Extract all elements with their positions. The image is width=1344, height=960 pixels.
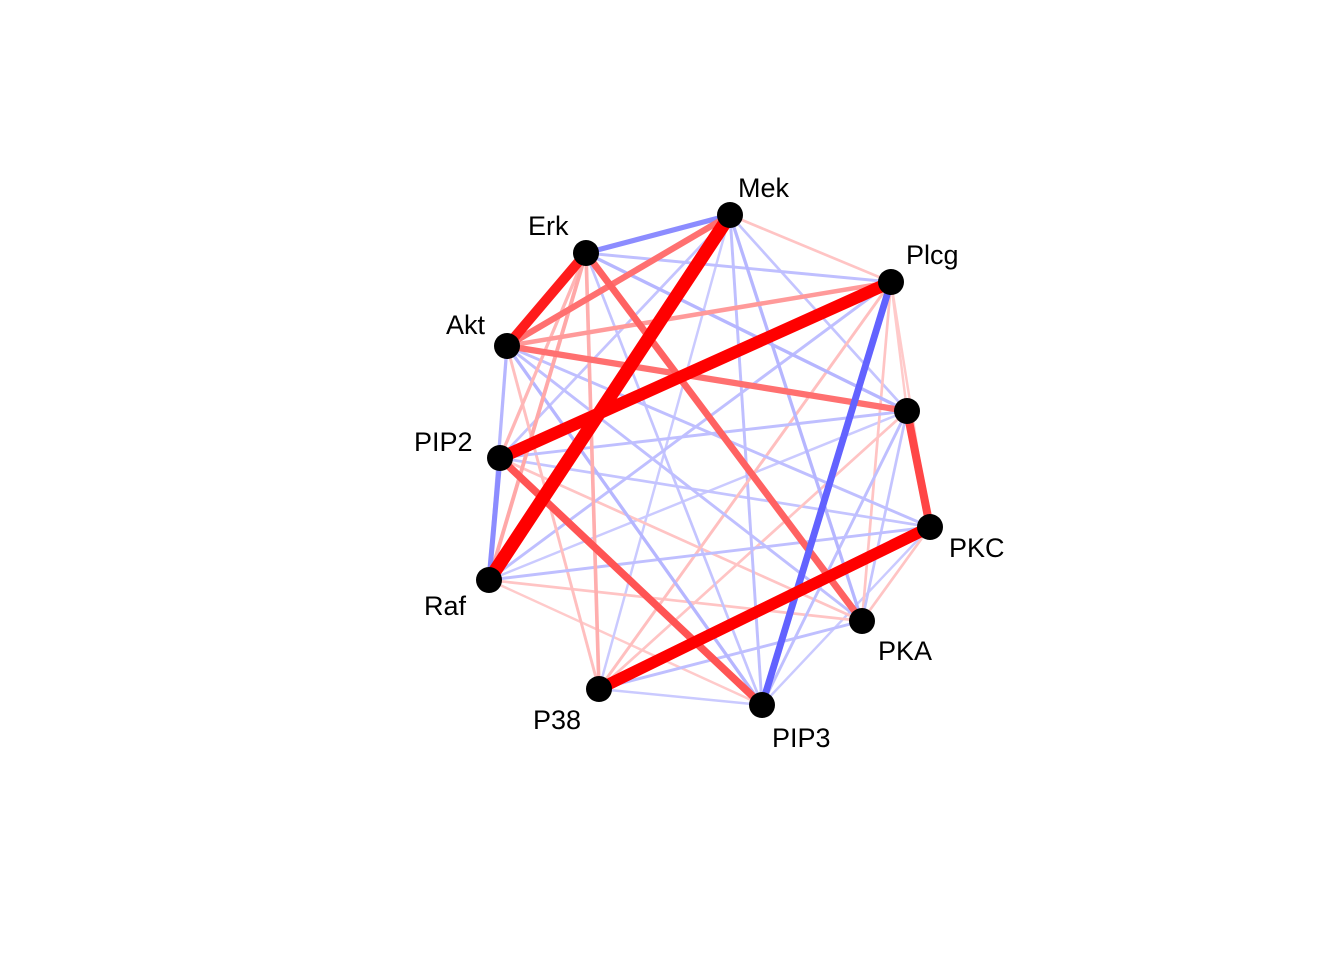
node-label-pip2: PIP2 bbox=[414, 427, 473, 457]
edge-plcg-p38 bbox=[597, 281, 893, 690]
node-erk bbox=[573, 240, 599, 266]
node-pip2 bbox=[487, 445, 513, 471]
edge-raf-erk bbox=[487, 252, 588, 581]
edge-raf-pip3 bbox=[488, 578, 763, 707]
edge-raf-pip2 bbox=[486, 457, 503, 581]
node-p38 bbox=[586, 676, 612, 702]
node-raf bbox=[476, 567, 502, 593]
edge-akt-plcg bbox=[506, 279, 892, 349]
node-label-akt: Akt bbox=[446, 310, 486, 340]
edge-p38-erk bbox=[584, 252, 601, 690]
node-pip3 bbox=[749, 692, 775, 718]
node-layer bbox=[476, 202, 943, 718]
node-jnk bbox=[894, 398, 920, 424]
label-layer: Mek Erk Plcg Akt PIP2 Raf P38 PIP3 PKA P… bbox=[414, 173, 1005, 753]
edge-akt-mek bbox=[505, 212, 732, 349]
node-label-mek: Mek bbox=[738, 173, 790, 203]
node-label-pkc: PKC bbox=[949, 533, 1005, 563]
edge-p38-pip3 bbox=[598, 687, 763, 707]
edge-erk-plcg bbox=[585, 251, 892, 284]
node-plcg bbox=[878, 269, 904, 295]
edge-pip2-pkc bbox=[499, 456, 931, 529]
edge-pip3-pkc bbox=[761, 526, 931, 706]
node-mek bbox=[717, 202, 743, 228]
edge-raf-pkc bbox=[488, 525, 931, 582]
edge-erk-akt bbox=[503, 249, 590, 350]
edge-raf-pka bbox=[488, 578, 863, 623]
edge-plcg-pka bbox=[860, 281, 893, 622]
edge-pip2-plcg bbox=[497, 276, 894, 464]
node-pka bbox=[849, 608, 875, 634]
edge-pip2-erk bbox=[498, 252, 588, 459]
edge-mek-pka bbox=[728, 214, 864, 622]
node-pkc bbox=[917, 514, 943, 540]
node-label-plcg: Plcg bbox=[906, 240, 959, 270]
edge-akt-pkc bbox=[506, 344, 931, 529]
edge-akt-p38 bbox=[505, 345, 601, 690]
edge-mek-pip3 bbox=[728, 214, 764, 706]
edge-raf-mek bbox=[483, 211, 736, 584]
edge-akt-pip3 bbox=[505, 345, 764, 706]
edge-erk-jnk bbox=[585, 251, 908, 413]
edge-jnk-plcg bbox=[889, 281, 909, 412]
node-label-erk: Erk bbox=[528, 211, 569, 241]
node-label-pip3: PIP3 bbox=[772, 723, 831, 753]
edge-plcg-pip3 bbox=[758, 280, 895, 707]
edge-layer bbox=[483, 211, 934, 708]
edge-pka-pkc bbox=[860, 526, 932, 622]
edge-pka-jnk bbox=[860, 410, 909, 622]
edge-erk-pka bbox=[583, 250, 865, 624]
edge-pip3-jnk bbox=[760, 410, 909, 706]
edge-erk-mek bbox=[585, 212, 731, 256]
node-label-p38: P38 bbox=[533, 705, 581, 735]
edge-p38-pka bbox=[598, 619, 863, 691]
node-label-pka: PKA bbox=[878, 636, 932, 666]
edge-jnk-pkc bbox=[903, 410, 934, 528]
edge-p38-pkc bbox=[596, 521, 933, 695]
edge-mek-plcg bbox=[729, 213, 892, 284]
node-label-raf: Raf bbox=[424, 591, 467, 621]
edge-akt-jnk bbox=[506, 342, 908, 415]
node-akt bbox=[494, 333, 520, 359]
